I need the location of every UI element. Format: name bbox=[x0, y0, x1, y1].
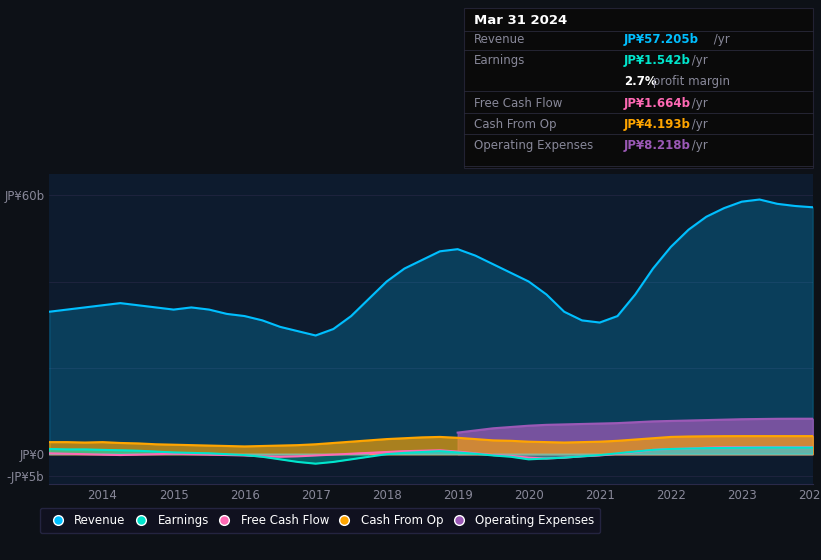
Legend: Revenue, Earnings, Free Cash Flow, Cash From Op, Operating Expenses: Revenue, Earnings, Free Cash Flow, Cash … bbox=[40, 508, 600, 533]
Text: /yr: /yr bbox=[688, 118, 708, 131]
Text: Operating Expenses: Operating Expenses bbox=[474, 139, 593, 152]
Text: 2.7%: 2.7% bbox=[624, 75, 657, 88]
Text: /yr: /yr bbox=[688, 96, 708, 110]
Text: JP¥1.664b: JP¥1.664b bbox=[624, 96, 691, 110]
Text: JP¥4.193b: JP¥4.193b bbox=[624, 118, 690, 131]
Text: JP¥57.205b: JP¥57.205b bbox=[624, 32, 699, 46]
Text: Mar 31 2024: Mar 31 2024 bbox=[474, 14, 567, 27]
Text: Cash From Op: Cash From Op bbox=[474, 118, 556, 131]
Text: JP¥8.218b: JP¥8.218b bbox=[624, 139, 690, 152]
Text: Revenue: Revenue bbox=[474, 32, 525, 46]
Text: profit margin: profit margin bbox=[649, 75, 730, 88]
Text: JP¥1.542b: JP¥1.542b bbox=[624, 54, 690, 67]
Text: Earnings: Earnings bbox=[474, 54, 525, 67]
Text: /yr: /yr bbox=[688, 54, 708, 67]
Text: /yr: /yr bbox=[688, 139, 708, 152]
Text: /yr: /yr bbox=[710, 32, 730, 46]
Text: Free Cash Flow: Free Cash Flow bbox=[474, 96, 562, 110]
